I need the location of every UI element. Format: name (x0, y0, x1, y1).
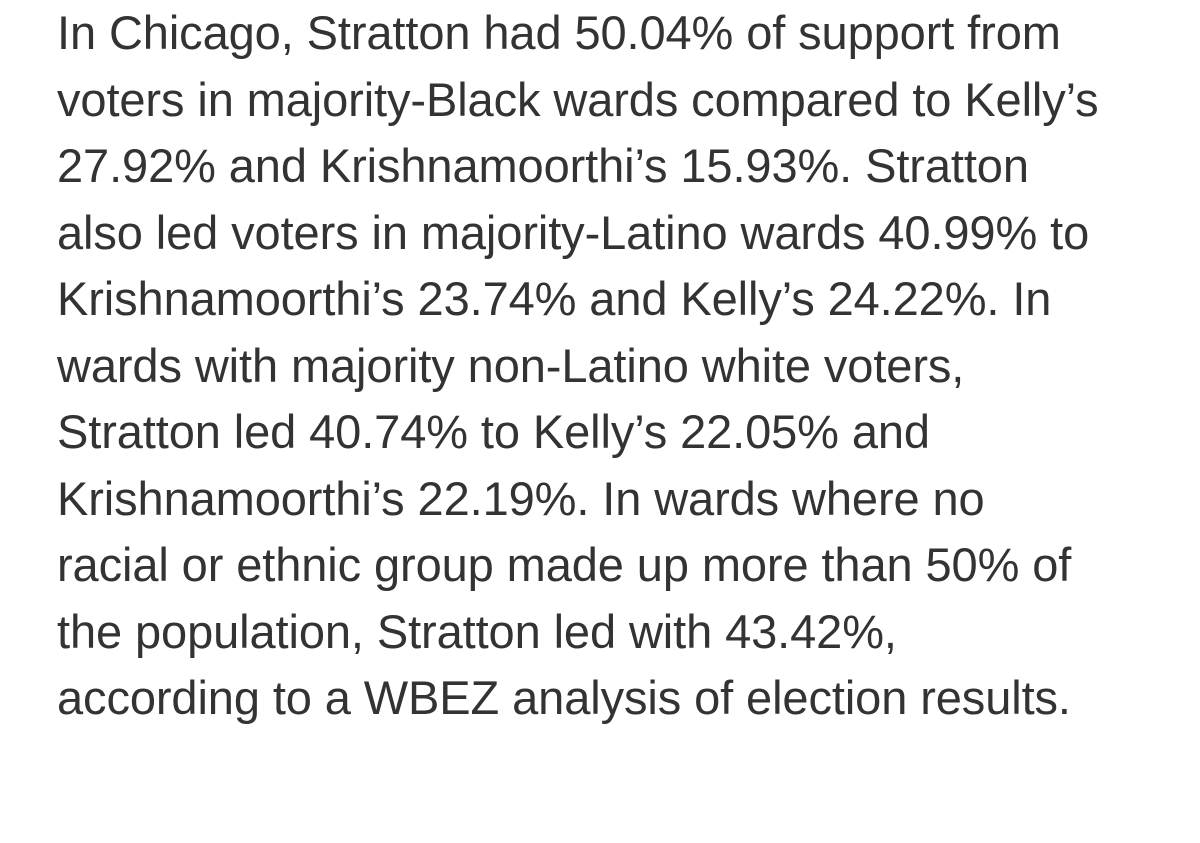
paragraph-line: also led voters in majority-Latino wards… (57, 205, 1090, 259)
paragraph-line: voters in majority-Black wards compared … (57, 72, 1099, 126)
paragraph-line: Stratton led 40.74% to Kelly’s 22.05% an… (57, 405, 930, 458)
paragraph-line: racial or ethnic group made up more than… (57, 538, 1072, 591)
paragraph-line: according to a WBEZ analysis of election… (57, 671, 1071, 724)
paragraph-line: In Chicago, Stratton had 50.04% of suppo… (57, 6, 1061, 59)
paragraph-line: wards with majority non-Latino white vot… (57, 338, 965, 392)
paragraph-line: 27.92% and Krishnamoorthi’s 15.93%. Stra… (57, 139, 1029, 192)
paragraph-line: Krishnamoorthi’s 23.74% and Kelly’s 24.2… (57, 272, 1052, 325)
paragraph-line: the population, Stratton led with 43.42%… (57, 604, 897, 658)
article-paragraph: In Chicago, Stratton had 50.04% of suppo… (57, 0, 1187, 732)
paragraph-line: Krishnamoorthi’s 22.19%. In wards where … (57, 471, 985, 525)
